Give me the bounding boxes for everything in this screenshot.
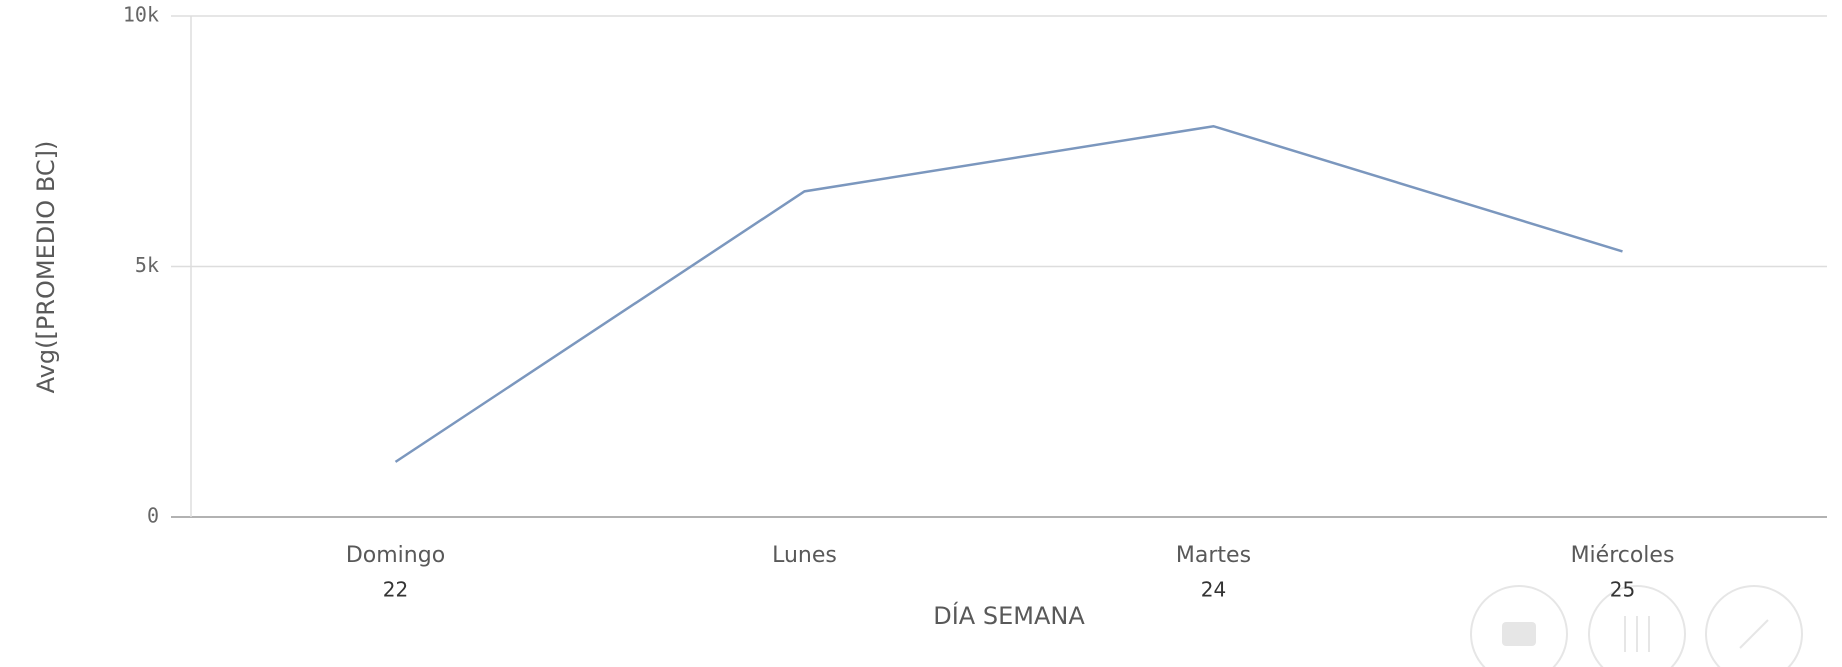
- snapshot-button[interactable]: [1470, 585, 1568, 667]
- x-tick-label: Lunes: [772, 543, 837, 568]
- sliders-icon: [1624, 616, 1650, 652]
- y-axis-title: Avg([PROMEDIO BC]): [32, 141, 60, 394]
- expand-icon: [1739, 619, 1769, 649]
- x-tick-sublabel: 25: [1610, 578, 1635, 602]
- x-axis-title: DÍA SEMANA: [933, 601, 1085, 630]
- y-tick-label: 0: [147, 504, 159, 528]
- y-tick-label: 5k: [135, 253, 159, 277]
- expand-button[interactable]: [1705, 585, 1803, 667]
- x-tick-sublabel: 22: [383, 578, 408, 602]
- x-tick-sublabel: 24: [1201, 578, 1226, 602]
- x-tick-label: Martes: [1176, 543, 1251, 568]
- toolbar: [1470, 585, 1803, 667]
- y-tick-label: 10k: [123, 3, 159, 27]
- x-tick-label: Domingo: [346, 543, 445, 568]
- settings-button[interactable]: [1588, 585, 1686, 667]
- line-series: [394, 124, 1623, 463]
- camera-icon: [1502, 622, 1536, 646]
- x-tick-label: Miércoles: [1571, 543, 1675, 568]
